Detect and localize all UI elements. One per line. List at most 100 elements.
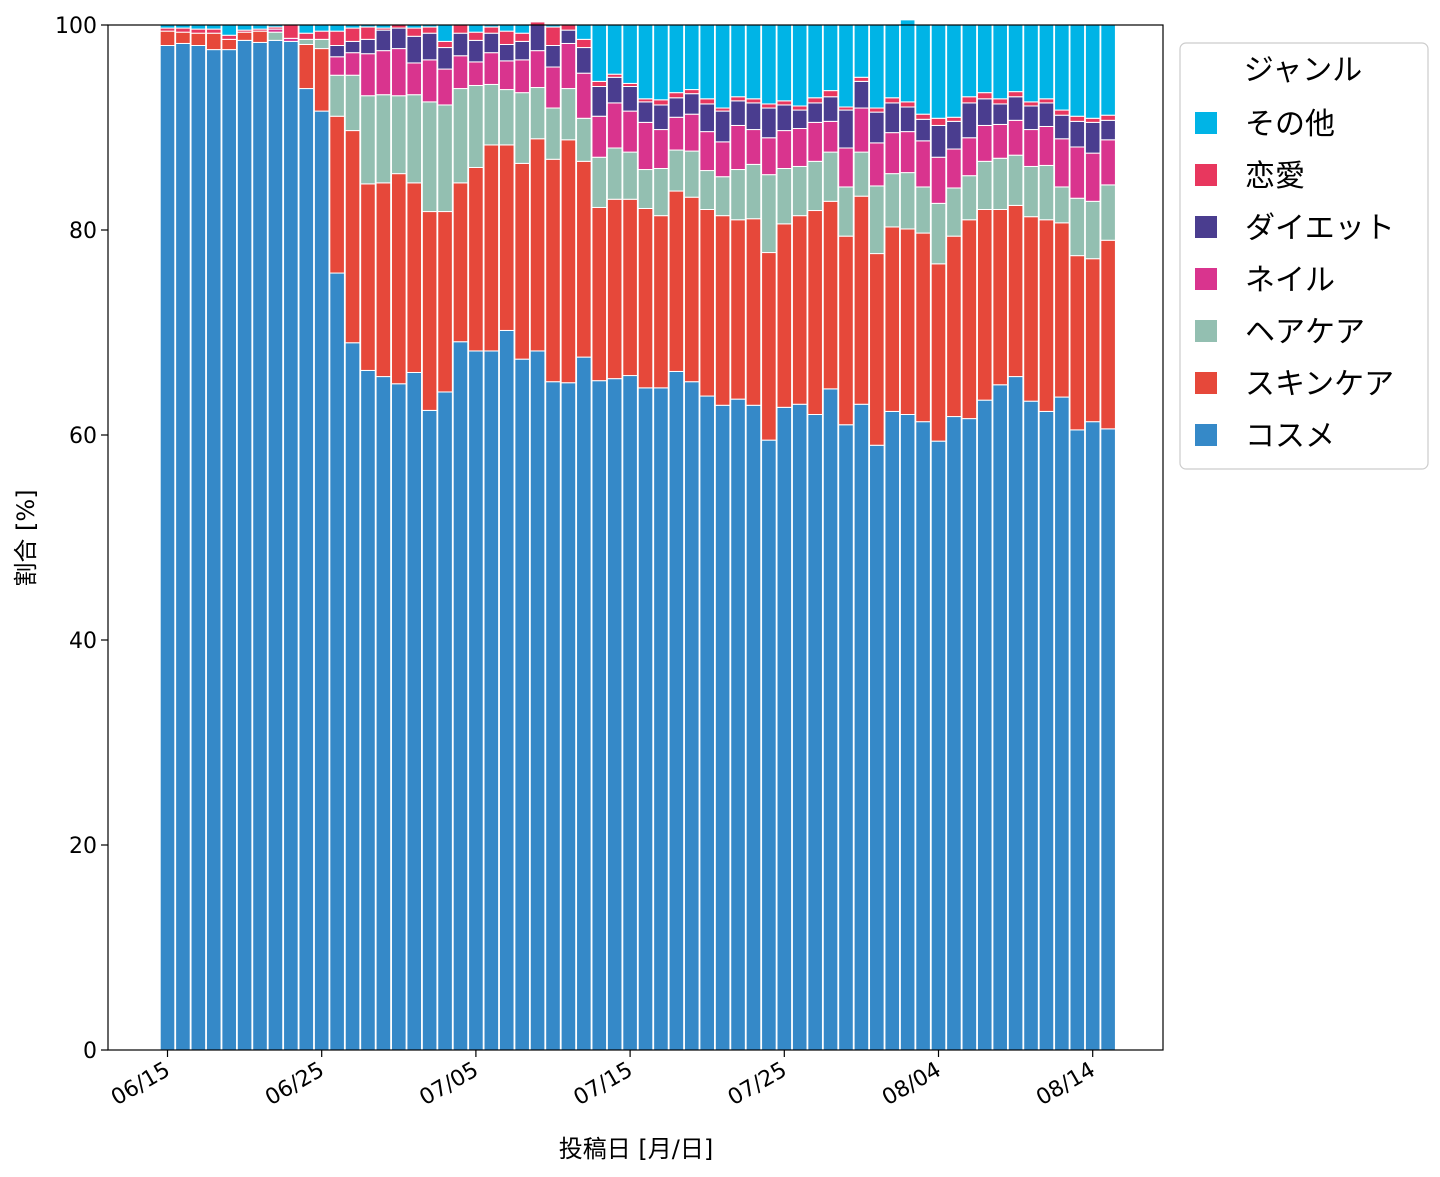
bar-segment-3-21 [483, 52, 500, 85]
bar-segment-4-51 [946, 120, 962, 150]
bar-segment-1-19 [452, 182, 469, 343]
bar-segment-1-15 [391, 173, 407, 385]
bar-segment-1-11 [329, 115, 345, 274]
bar-segment-0-54 [992, 384, 1008, 1051]
bar-segment-6-51 [946, 24, 962, 118]
bar-segment-1-58 [1054, 222, 1070, 398]
bar-segment-3-32 [653, 129, 669, 170]
bar-segment-0-26 [560, 382, 577, 1051]
bar-segment-0-27 [576, 356, 592, 1051]
bar-segment-0-8 [283, 40, 299, 1051]
bar-segment-0-20 [468, 350, 484, 1051]
bar-segment-0-59 [1069, 429, 1086, 1051]
bar-segment-0-35 [699, 395, 716, 1051]
bar-segment-2-45 [853, 151, 870, 197]
bar-segment-2-40 [776, 168, 793, 225]
bar-segment-1-13 [360, 183, 376, 371]
bar-segment-0-22 [498, 329, 515, 1051]
bar-segment-0-41 [791, 403, 808, 1051]
bar-segment-1-27 [576, 160, 592, 358]
bar-segment-6-3 [205, 24, 222, 30]
bar-segment-6-45 [853, 24, 870, 78]
bar-segment-5-28 [591, 80, 608, 88]
bar-segment-2-46 [869, 185, 885, 255]
bar-segment-3-29 [606, 102, 623, 149]
bar-segment-0-56 [1023, 400, 1039, 1051]
bar-segment-6-43 [822, 24, 839, 92]
bar-segment-6-61 [1100, 24, 1116, 116]
bar-segment-1-60 [1084, 258, 1101, 423]
bar-segment-6-50 [930, 24, 947, 119]
bar-segment-5-10 [313, 30, 330, 40]
bar-segment-6-31 [637, 24, 654, 100]
bar-segment-1-56 [1023, 216, 1039, 402]
bar-segment-3-49 [915, 140, 931, 188]
legend-swatch [1195, 164, 1217, 186]
bar-segment-2-12 [344, 74, 361, 132]
bar-segment-1-6 [252, 30, 268, 43]
x-tick-label: 06/15 [107, 1058, 174, 1111]
bar-segment-2-26 [560, 88, 577, 141]
bar-segment-4-27 [576, 47, 592, 74]
x-tick-label: 07/25 [724, 1058, 791, 1111]
bar-segment-2-53 [976, 160, 993, 210]
bar-segment-4-19 [452, 32, 469, 57]
bar-segment-5-38 [745, 98, 762, 104]
bar-segment-5-53 [976, 92, 993, 100]
bar-segment-2-18 [437, 104, 453, 213]
bar-segment-3-55 [1007, 119, 1024, 156]
bar-segment-2-52 [961, 175, 978, 221]
bar-segment-6-18 [437, 24, 453, 42]
bar-segment-1-22 [498, 144, 515, 331]
bar-segment-4-35 [699, 103, 716, 133]
bar-segment-3-25 [545, 66, 561, 109]
bar-segment-1-57 [1038, 219, 1055, 412]
bar-segment-2-51 [946, 187, 962, 237]
bar-segment-3-35 [699, 131, 716, 172]
bar-segment-2-17 [421, 101, 438, 213]
bar-segment-3-50 [930, 156, 947, 204]
bar-segment-1-16 [406, 182, 423, 373]
bar-segment-5-48 [899, 101, 916, 108]
bar-segment-1-30 [622, 198, 638, 377]
bar-segment-1-32 [653, 215, 669, 389]
bar-segment-1-50 [930, 263, 947, 442]
bar-segment-3-40 [776, 130, 793, 170]
bar-segment-3-39 [761, 137, 777, 176]
bar-segment-5-25 [545, 26, 561, 46]
bar-segment-0-53 [976, 399, 993, 1051]
bar-segment-1-51 [946, 235, 962, 418]
bar-segment-6-40 [776, 24, 793, 102]
bar-segment-0-24 [529, 350, 546, 1051]
bar-segment-6-37 [730, 24, 746, 98]
bar-segment-0-48 [899, 414, 916, 1051]
bar-segment-3-53 [976, 124, 993, 162]
bar-segment-4-23 [514, 40, 530, 61]
bar-segment-3-23 [514, 59, 530, 94]
legend-label: ダイエット [1245, 211, 1395, 246]
bar-segment-4-32 [653, 104, 669, 131]
bar-segment-6-42 [807, 24, 823, 99]
bar-segment-2-33 [668, 149, 685, 192]
bar-segment-4-61 [1100, 119, 1116, 141]
bar-segment-1-4 [221, 38, 237, 51]
bar-segment-2-25 [545, 107, 561, 160]
bar-segment-5-49 [915, 113, 931, 120]
bar-segment-5-11 [329, 30, 345, 46]
x-tick-label: 07/05 [415, 1058, 482, 1111]
bar-segment-0-34 [683, 381, 700, 1051]
bar-segment-4-21 [483, 32, 500, 54]
legend-label: その他 [1245, 107, 1335, 142]
bar-segment-5-61 [1100, 114, 1116, 121]
bar-segment-0-44 [838, 424, 854, 1051]
bar-segment-2-34 [683, 150, 700, 198]
bar-segment-0-6 [252, 41, 268, 1051]
bar-segment-6-5 [236, 24, 253, 31]
bar-segment-5-33 [668, 92, 685, 99]
bar-segment-0-42 [807, 414, 823, 1051]
bar-segment-0-45 [853, 403, 870, 1051]
bar-segment-1-25 [545, 158, 561, 383]
bar-segment-3-45 [853, 107, 870, 153]
bar-segment-4-45 [853, 80, 870, 109]
bar-segment-2-43 [822, 151, 839, 202]
